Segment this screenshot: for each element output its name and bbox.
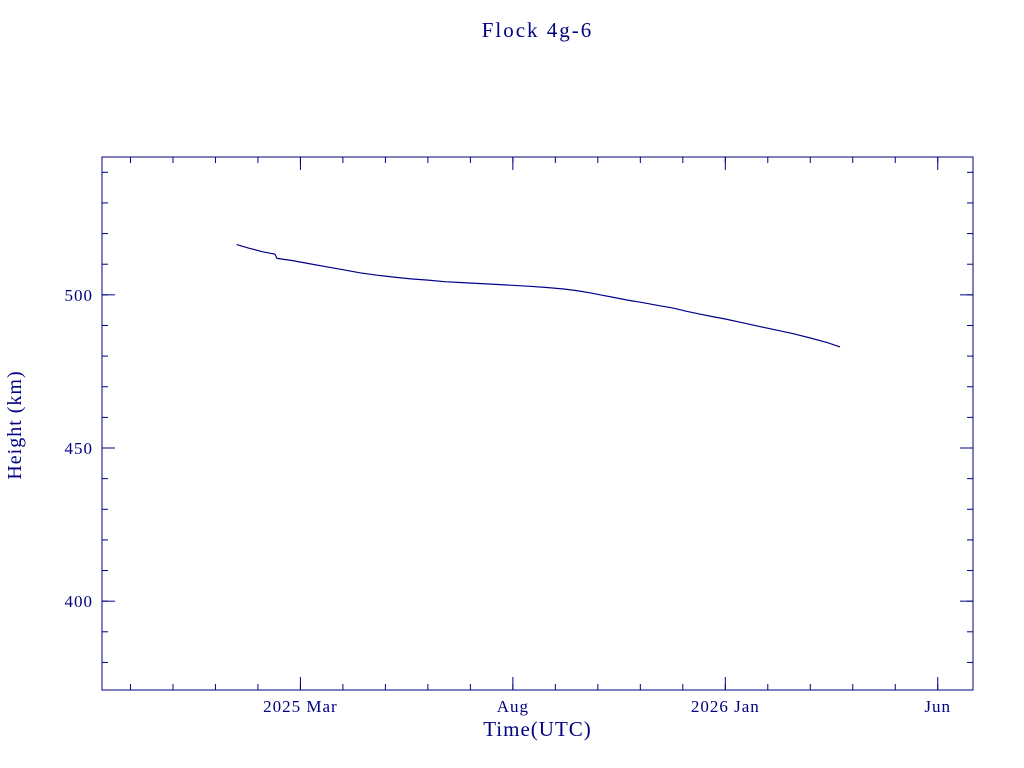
x-axis-label: Time(UTC) (483, 717, 592, 741)
y-tick-label: 500 (65, 286, 94, 305)
y-tick-label: 450 (65, 439, 94, 458)
x-tick-label: 2026 Jan (691, 697, 760, 716)
chart-title: Flock 4g-6 (481, 18, 594, 42)
x-tick-label: Aug (497, 697, 529, 716)
data-line (236, 244, 841, 348)
x-tick-label: Jun (924, 697, 951, 716)
x-tick-label: 2025 Mar (263, 697, 338, 716)
y-tick-label: 400 (65, 592, 94, 611)
plot-frame (101, 156, 974, 691)
